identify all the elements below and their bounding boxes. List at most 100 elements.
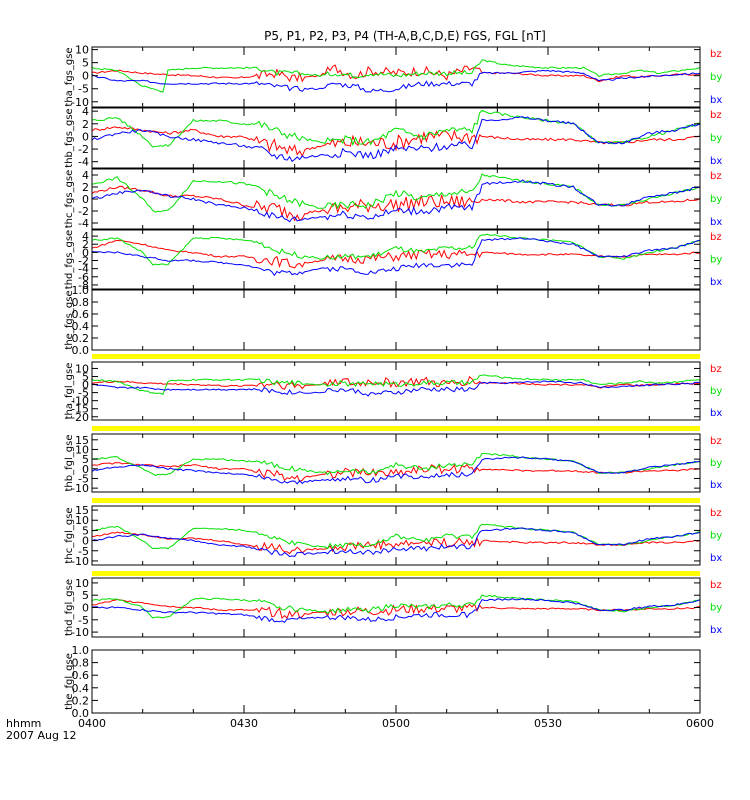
y-tick-label: 0	[82, 193, 89, 206]
legend-bz: bz	[710, 232, 722, 243]
panel-frame	[91, 107, 701, 169]
panel-frame	[91, 505, 701, 566]
series-bz-line	[92, 531, 701, 555]
legend-bz: bz	[710, 171, 722, 182]
flag-bar	[92, 498, 700, 503]
y-tick-label: -10	[71, 482, 89, 495]
y-tick-label: 0.2	[72, 694, 90, 707]
y-tick-label: -8	[78, 279, 89, 292]
y-tick-label: -10	[71, 395, 89, 408]
y-tick-label: 0	[82, 130, 89, 143]
date-label: 2007 Aug 12	[6, 729, 76, 742]
y-axis-label: tha_fgl_gse	[64, 363, 75, 420]
y-tick-label: 0.2	[72, 332, 90, 345]
legend-bx: bx	[710, 480, 722, 491]
y-tick-label: -5	[78, 614, 89, 627]
legend-bx: bx	[710, 156, 722, 167]
panel-frame	[91, 289, 701, 351]
x-tick-label: 0500	[382, 717, 410, 730]
panel-frame	[91, 46, 701, 108]
y-tick-label: -6	[78, 271, 89, 284]
legend-bx: bx	[710, 217, 722, 228]
legend-bx: bx	[710, 553, 722, 564]
y-tick-label: -2	[78, 143, 89, 156]
legend-bz: bz	[710, 110, 722, 121]
y-tick-label: -2	[78, 205, 89, 218]
plot-title: P5, P1, P2, P3, P4 (TH-A,B,C,D,E) FGS, F…	[264, 29, 546, 43]
y-tick-label: -10	[71, 96, 89, 109]
y-tick-label: 0.6	[72, 308, 90, 321]
series-bx-line	[91, 597, 701, 624]
series-by-line	[91, 173, 701, 213]
legend-by: by	[710, 194, 722, 205]
y-tick-label: 10	[75, 514, 89, 527]
y-tick-label: 2	[82, 238, 89, 251]
series-bx-line	[91, 116, 701, 163]
series-by-line	[91, 374, 701, 396]
y-tick-label: 0.4	[72, 682, 90, 695]
series-bz-line	[91, 239, 701, 269]
y-tick-label: -20	[71, 411, 89, 424]
legend-bz: bz	[710, 508, 722, 519]
legend-by: by	[710, 458, 722, 469]
y-axis-label: thd_fgl_gse	[64, 579, 75, 636]
series-bx-line	[91, 69, 701, 93]
y-tick-label: 0.0	[72, 344, 90, 357]
y-tick-label: -5	[78, 472, 89, 485]
legend-bz: bz	[710, 436, 722, 447]
y-axis-label: the_fgl_gse	[64, 653, 75, 710]
y-tick-label: 1.0	[72, 284, 90, 297]
y-tick-label: -10	[71, 626, 89, 639]
legend-bz: bz	[710, 364, 722, 375]
y-tick-label: 15	[75, 504, 89, 517]
flag-bar	[92, 426, 700, 431]
y-tick-label: 0	[82, 379, 89, 392]
y-tick-label: -15	[71, 403, 89, 416]
y-tick-label: 0.0	[72, 707, 90, 720]
series-bx-line	[91, 456, 701, 485]
series-bx-line	[91, 179, 701, 223]
y-tick-label: -5	[78, 545, 89, 558]
y-tick-label: -4	[78, 263, 89, 276]
y-tick-label: 5	[82, 57, 89, 70]
y-tick-label: 4	[82, 230, 89, 243]
y-tick-label: -10	[71, 555, 89, 568]
y-tick-label: 5	[82, 524, 89, 537]
flag-bar	[92, 354, 700, 359]
panel-frame	[91, 229, 701, 290]
legend-bx: bx	[710, 408, 722, 419]
legend-bx: bx	[710, 625, 722, 636]
y-axis-label: thb_fgl_gse	[64, 435, 75, 492]
x-tick-label: 0530	[534, 717, 562, 730]
legend-by: by	[710, 133, 722, 144]
y-tick-label: 15	[75, 434, 89, 447]
legend-bz: bz	[710, 49, 722, 60]
series-by-line	[91, 453, 700, 476]
y-axis-label: thc_fgs_gse	[64, 170, 75, 229]
series-bx-line	[91, 237, 701, 277]
y-tick-label: 10	[75, 577, 89, 590]
y-tick-label: 5	[82, 371, 89, 384]
legend-by: by	[710, 603, 722, 614]
y-tick-label: 4	[82, 105, 89, 118]
legend-by: by	[710, 531, 722, 542]
y-tick-label: 4	[82, 169, 89, 182]
x-tick-label: 0400	[78, 717, 106, 730]
y-tick-label: 10	[75, 443, 89, 456]
legend-by: by	[710, 255, 722, 266]
y-tick-label: -5	[78, 83, 89, 96]
y-tick-label: 0	[82, 535, 89, 548]
series-by-line	[91, 523, 701, 550]
y-tick-label: 10	[75, 362, 89, 375]
y-tick-label: 0	[82, 602, 89, 615]
panel-frame	[91, 361, 701, 421]
y-tick-label: 0.6	[72, 669, 90, 682]
series-by-line	[91, 594, 701, 619]
